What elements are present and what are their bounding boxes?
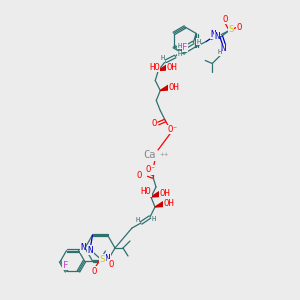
Text: O: O	[136, 170, 142, 179]
Text: N: N	[80, 244, 86, 253]
Text: O⁻: O⁻	[146, 166, 156, 175]
Text: O⁻: O⁻	[168, 125, 178, 134]
Text: OH: OH	[160, 190, 170, 199]
Text: Ca: Ca	[144, 150, 156, 160]
Text: N: N	[214, 32, 220, 41]
Polygon shape	[160, 85, 170, 91]
Text: H: H	[217, 50, 221, 56]
Text: H: H	[152, 216, 156, 222]
Text: OH: OH	[167, 63, 178, 72]
Text: S: S	[229, 25, 234, 34]
Text: H: H	[196, 38, 200, 44]
Text: N: N	[105, 254, 110, 263]
Text: ++: ++	[159, 152, 169, 158]
Text: HO: HO	[141, 188, 152, 196]
Text: H: H	[136, 217, 140, 223]
Text: O: O	[237, 23, 242, 32]
Text: N: N	[211, 30, 216, 39]
Text: OH: OH	[169, 83, 180, 92]
Polygon shape	[151, 192, 161, 197]
Text: O: O	[152, 119, 157, 128]
Text: H: H	[160, 56, 164, 62]
Text: HO: HO	[149, 63, 160, 72]
Text: H: H	[177, 52, 182, 58]
Polygon shape	[158, 65, 168, 70]
Text: N: N	[220, 44, 226, 53]
Text: OH: OH	[164, 200, 174, 208]
Text: O: O	[109, 260, 114, 268]
Text: H: H	[177, 43, 182, 49]
Text: N: N	[88, 245, 93, 254]
Text: S: S	[100, 254, 105, 263]
Text: F: F	[182, 43, 188, 52]
Polygon shape	[155, 202, 165, 207]
Text: O: O	[223, 15, 228, 24]
Text: F: F	[63, 261, 68, 270]
Text: O: O	[92, 266, 97, 275]
